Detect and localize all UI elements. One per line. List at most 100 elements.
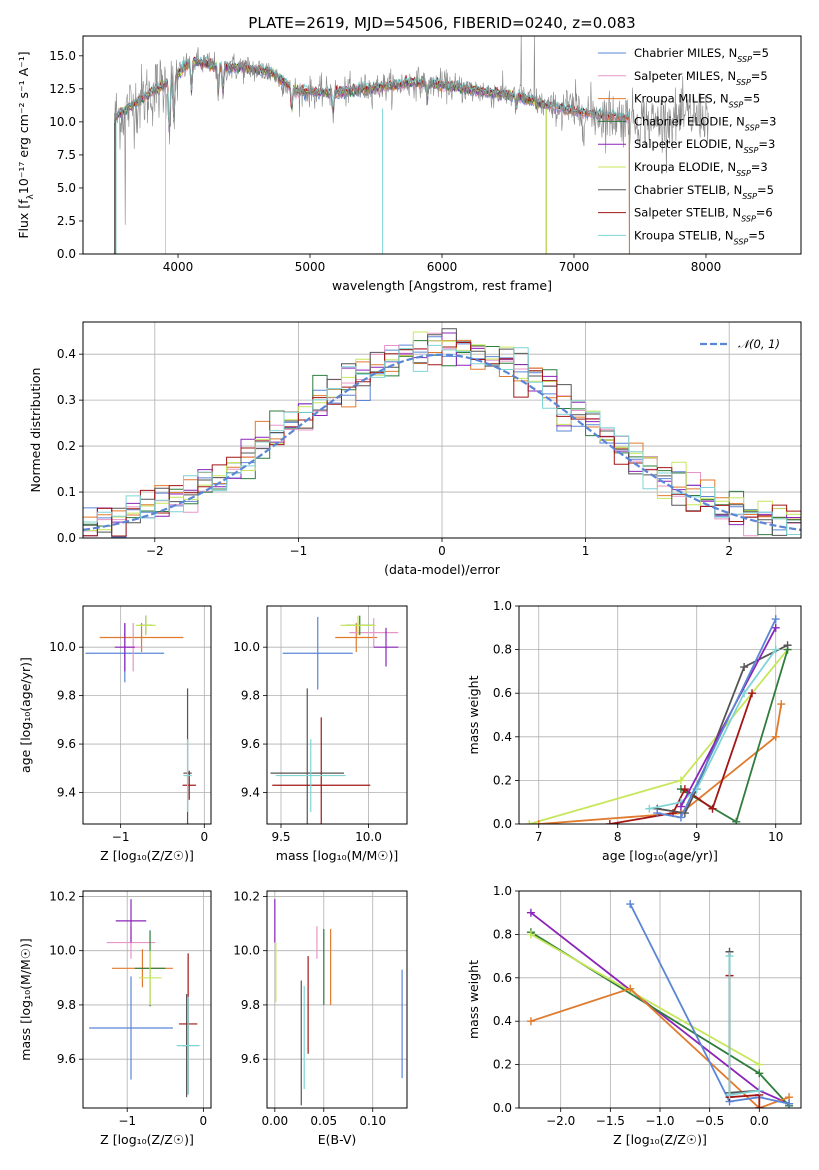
x-tick-label: −1.5 bbox=[596, 1114, 625, 1128]
legend-label: Salpeter ELODIE, NSSP=3 bbox=[634, 137, 775, 155]
y-tick-label: 9.6 bbox=[241, 1052, 260, 1066]
legend-label-part: SSP bbox=[734, 237, 749, 246]
y-tick-label: 10.0 bbox=[49, 944, 76, 958]
y-tick-label: 10.2 bbox=[49, 889, 76, 903]
y-tick-label: 1.0 bbox=[493, 599, 512, 613]
y-tick-label: 0.2 bbox=[57, 439, 76, 453]
series-point bbox=[708, 804, 717, 813]
legend-label-part: =5 bbox=[757, 183, 774, 197]
y-tick-label: 0.6 bbox=[493, 686, 512, 700]
y-axis-label: Normed distribution bbox=[28, 368, 43, 493]
plot-area bbox=[89, 899, 200, 1098]
axes-frame bbox=[266, 890, 408, 1109]
y-axis-label-part: λ bbox=[26, 193, 36, 199]
observed-spectrum-line bbox=[114, 36, 709, 225]
histogram-step-line bbox=[83, 344, 801, 535]
y-tick-label: 0.0 bbox=[57, 247, 76, 261]
y-tick-label: 0.8 bbox=[493, 643, 512, 657]
plot-area bbox=[83, 328, 801, 538]
x-tick-label: 8 bbox=[614, 830, 622, 844]
x-axis-label: age [log₁₀(age/yr)] bbox=[602, 848, 718, 863]
x-tick-label: 0 bbox=[200, 830, 208, 844]
series-point bbox=[748, 689, 757, 698]
x-tick-label: −2 bbox=[146, 544, 164, 558]
legend-label: Chabrier STELIB, NSSP=5 bbox=[634, 183, 774, 201]
x-tick-label: 0 bbox=[438, 544, 446, 558]
x-tick-label: 2 bbox=[725, 544, 733, 558]
y-tick-label: 10.0 bbox=[49, 115, 76, 129]
age-vs-Z-panel: −1 0 9.4 9.6 9.8 10.0 Z [log₁₀(Z/Z☉)] age [log₁… bbox=[18, 605, 212, 863]
legend-label-part: Kroupa MILES, N bbox=[634, 92, 729, 106]
legend-label-part: Salpeter STELIB, N bbox=[634, 206, 741, 220]
age-vs-mass-panel: 9.5 10.0 9.4 9.6 9.8 10.0 mass [log₁₀(M/M☉)] bbox=[233, 605, 408, 863]
y-tick-label: 9.6 bbox=[241, 737, 260, 751]
y-tick-label: 0.6 bbox=[493, 971, 512, 985]
series-line bbox=[657, 618, 777, 819]
x-tick-label: 0.0 bbox=[750, 1114, 769, 1128]
x-tick-label: −1.0 bbox=[645, 1114, 674, 1128]
y-axis-label: mass weight bbox=[466, 960, 481, 1039]
mass-vs-EBV-panel: 0.00 0.05 0.10 9.6 9.8 10.0 10.2 E(B-V) bbox=[233, 889, 408, 1147]
y-axis-label-part: 10⁻¹⁷ erg cm⁻² s⁻¹ A⁻¹] bbox=[16, 51, 31, 194]
series-point bbox=[645, 804, 654, 813]
series-point bbox=[653, 809, 662, 818]
legend-label-part: SSP bbox=[736, 77, 751, 86]
series-point bbox=[725, 1090, 734, 1099]
legend-label-part: Chabrier MILES, N bbox=[634, 46, 737, 60]
legend-label-part: Salpeter MILES, N bbox=[634, 69, 736, 83]
legend-label-part: =3 bbox=[758, 137, 775, 151]
series-line bbox=[538, 703, 783, 824]
series-point bbox=[755, 1060, 764, 1069]
residuals-panel: −2 −1 0 1 2 0.0 0.1 0.2 0.3 0.4 (data-model)/error… bbox=[28, 321, 802, 577]
x-tick-label: 0.00 bbox=[261, 1114, 288, 1128]
legend-label-part: =3 bbox=[751, 160, 768, 174]
massweight-vs-age-panel: 7 8 9 10 0.0 0.2 0.4 0.6 0.8 1.0 age [log₁₀(age/yr… bbox=[466, 599, 802, 863]
series-line bbox=[728, 956, 760, 1097]
series-point bbox=[626, 900, 635, 909]
x-tick-label: 5000 bbox=[295, 260, 326, 274]
series-point bbox=[771, 615, 780, 624]
legend-label-part: Chabrier STELIB, N bbox=[634, 183, 742, 197]
x-tick-label: −2.0 bbox=[546, 1114, 575, 1128]
y-axis-label-part: Flux [f bbox=[16, 199, 31, 239]
series-point bbox=[740, 663, 749, 672]
x-tick-label: 0 bbox=[200, 1114, 208, 1128]
series-point bbox=[755, 1086, 764, 1095]
y-tick-label: 9.6 bbox=[57, 1052, 76, 1066]
plot-area bbox=[526, 900, 794, 1108]
legend-label: Kroupa MILES, NSSP=5 bbox=[634, 92, 760, 110]
mass-vs-Z-panel: −1 0 9.6 9.8 10.0 10.2 Z [log₁₀(Z/Z☉)] mass [lo… bbox=[18, 889, 212, 1147]
y-tick-label: 2.5 bbox=[57, 214, 76, 228]
x-axis-label: Z [log₁₀(Z/Z☉)] bbox=[100, 1132, 194, 1147]
x-tick-label: 9 bbox=[693, 830, 701, 844]
plot-area bbox=[525, 615, 792, 824]
massweight-vs-Z-panel: −2.0 −1.5 −1.0 −0.5 0.0 0.0 0.2 0.4 0.6 0.8 1.0 Z [… bbox=[466, 884, 802, 1147]
legend-label: Salpeter STELIB, NSSP=6 bbox=[634, 206, 773, 224]
y-tick-label: 5.0 bbox=[57, 181, 76, 195]
legend-label: Kroupa ELODIE, NSSP=3 bbox=[634, 160, 768, 178]
legend-label-part: =5 bbox=[752, 46, 769, 60]
y-tick-label: 15.0 bbox=[49, 49, 76, 63]
legend-label: Salpeter MILES, NSSP=5 bbox=[634, 69, 768, 87]
series-line bbox=[530, 933, 760, 1066]
legend-label-part: =5 bbox=[743, 92, 760, 106]
x-tick-label: 4000 bbox=[163, 260, 194, 274]
x-axis-label: Z [log₁₀(Z/Z☉)] bbox=[100, 848, 194, 863]
series-point bbox=[526, 930, 535, 939]
x-tick-label: 8000 bbox=[691, 260, 722, 274]
y-axis-label: mass weight bbox=[466, 675, 481, 754]
legend-label-part: =5 bbox=[751, 69, 768, 83]
y-tick-label: 0.0 bbox=[493, 817, 512, 831]
y-axis-label: age [log₁₀(age/yr)] bbox=[18, 657, 33, 773]
series-point bbox=[534, 820, 543, 824]
y-tick-label: 9.8 bbox=[241, 998, 260, 1012]
legend-label: Chabrier MILES, NSSP=5 bbox=[634, 46, 769, 64]
series-point bbox=[777, 700, 786, 709]
plot-area bbox=[85, 615, 196, 824]
x-tick-label: 7000 bbox=[559, 260, 590, 274]
y-tick-label: 0.1 bbox=[57, 485, 76, 499]
legend-label: Kroupa STELIB, NSSP=5 bbox=[634, 228, 765, 246]
x-tick-label: 1 bbox=[582, 544, 590, 558]
y-axis-label: mass [log₁₀(M/M☉)] bbox=[18, 938, 33, 1060]
legend-label: 𝒩(0, 1) bbox=[738, 337, 780, 351]
